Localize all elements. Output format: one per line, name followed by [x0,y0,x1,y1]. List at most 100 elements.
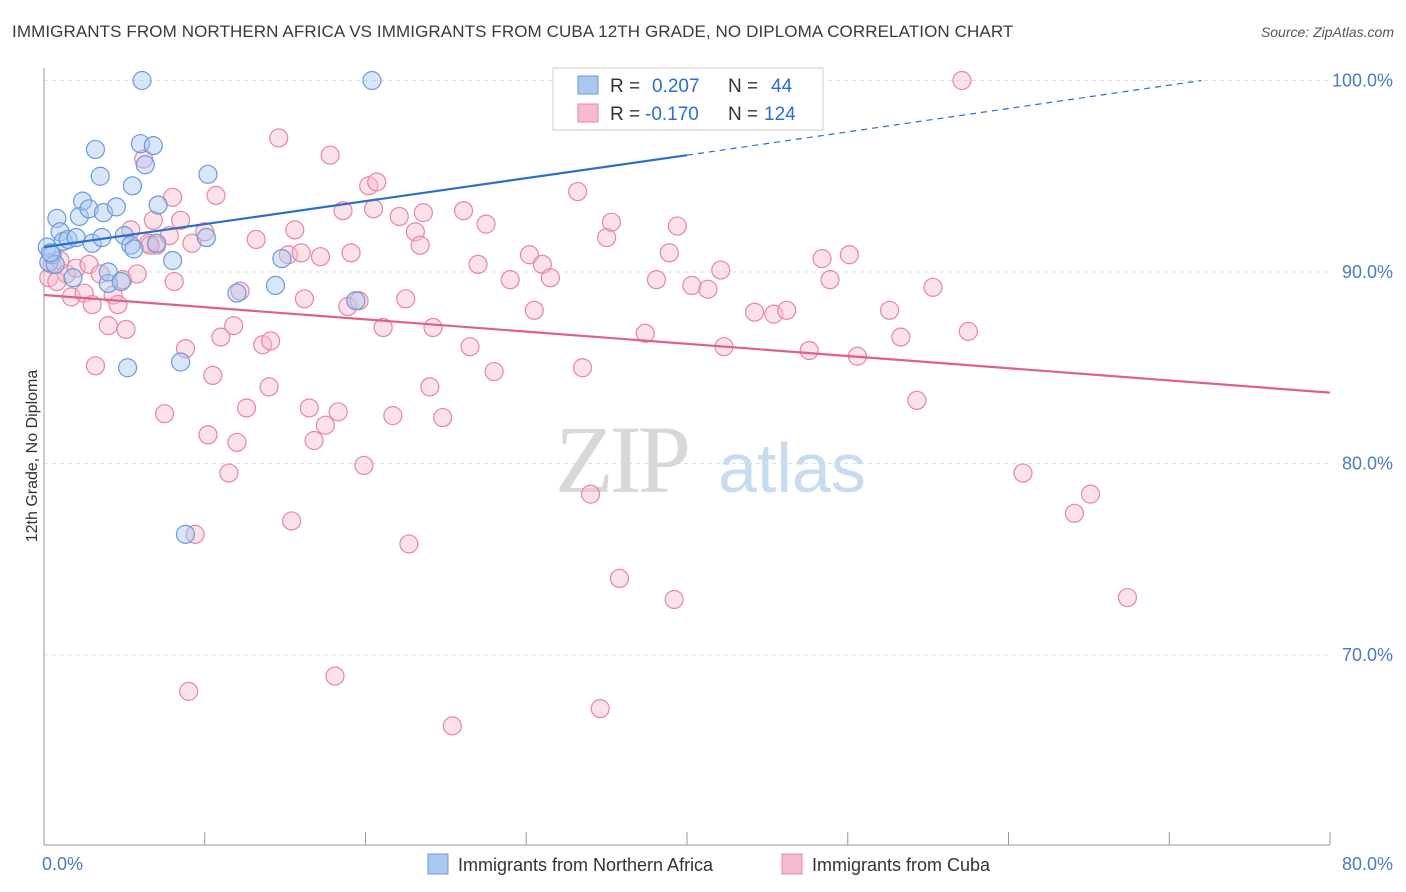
cuba-point-51 [299,398,319,418]
cuba-point-48 [285,220,305,240]
cuba-point-37 [224,316,244,336]
cuba-point-35 [211,327,231,347]
northern-africa-point-19 [98,262,118,282]
cuba-point-90 [580,484,601,504]
source-label: Source: ZipAtlas.com [1260,24,1394,40]
cuba-point-92 [597,227,617,248]
cuba-point-36 [219,463,239,483]
cuba-point-104 [744,302,765,322]
cuba-point-113 [891,327,911,347]
cuba-point-60 [341,243,361,263]
stats-n-label-2: N = [728,104,758,125]
cuba-point-118 [1013,463,1033,483]
stats-r-value-1: 0.207 [652,76,700,97]
cuba-point-38 [227,432,247,453]
cuba-point-119 [1064,503,1085,523]
cuba-point-68 [389,206,409,227]
chart-title: IMMIGRANTS FROM NORTHERN AFRICA VS IMMIG… [12,22,1014,41]
northern-africa-point-11 [72,191,93,211]
cuba-point-11 [98,316,118,336]
cuba-point-70 [399,534,419,554]
cuba-point-26 [171,210,191,230]
cuba-point-65 [367,172,387,192]
cuba-point-33 [203,365,223,386]
y-axis-title: 12th Grade, No Diploma [24,370,41,543]
cuba-point-81 [476,214,496,234]
cuba-point-101 [698,279,718,299]
cuba-point-54 [315,415,335,435]
cuba-point-52 [304,430,324,451]
cuba-point-74 [420,377,440,397]
cuba-point-47 [281,511,302,531]
watermark: ZIP atlas [555,406,866,513]
cuba-point-83 [500,270,520,290]
cuba-point-97 [659,243,679,263]
stats-n-label-1: N = [728,76,758,97]
cuba-point-96 [646,270,667,290]
northern-africa-point-30 [143,136,163,156]
cuba-point-67 [383,406,403,426]
northern-africa-point-8 [63,268,83,288]
northern-africa-point-28 [132,70,152,91]
axes [43,68,1331,846]
cuba-point-98 [664,589,684,610]
cuba-point-87 [540,268,560,288]
stats-r-label-1: R = [610,76,640,97]
northern-africa-point-31 [146,233,167,253]
cuba-point-9 [85,356,106,376]
northern-africa-point-15 [90,166,110,186]
cuba-point-34 [206,185,226,205]
stats-swatch-cuba [577,103,599,123]
cuba-point-110 [839,245,859,265]
cuba-point-76 [433,407,453,428]
northern-africa-point-25 [122,176,143,196]
cuba-point-62 [354,455,374,476]
cuba-point-121 [1117,587,1138,608]
northern-africa-point-33 [163,250,183,271]
cuba-point-73 [413,203,433,223]
cuba-point-114 [907,390,927,410]
cuba-point-39 [230,281,250,301]
legend: Immigrants from Northern Africa Immigran… [427,853,991,875]
watermark-atlas: atlas [718,429,866,507]
cuba-point-122 [47,271,67,292]
northern-africa-point-20 [106,197,126,217]
cuba-point-13 [108,294,128,315]
y-tick-labels: 100.0% 90.0% 80.0% 70.0% [1332,71,1393,666]
cuba-point-15 [116,319,136,340]
northern-africa-point-26 [124,239,144,259]
cuba-point-100 [682,275,702,296]
stats-box: R = 0.207 N = 44 R = -0.170 N = 124 [552,67,824,131]
cuba-trend-line [43,293,1331,394]
stats-r-value-2: -0.170 [645,104,699,125]
cuba-point-75 [423,317,443,338]
northern-africa-point-42 [362,70,382,91]
cuba-point-55 [320,145,340,165]
cuba-point-25 [164,271,184,292]
legend-label-cuba: Immigrants from Cuba [812,855,991,875]
northern-africa-point-10 [69,206,89,227]
northern-africa-point-34 [171,352,191,372]
cuba-point-69 [396,289,416,309]
cuba-point-99 [667,216,687,236]
cuba-point-41 [246,229,266,250]
y-tick-label-70: 70.0% [1342,645,1393,665]
northern-africa-trend-extension [686,79,1202,156]
northern-africa-point-14 [85,139,106,160]
northern-africa-point-23 [117,358,138,378]
northern-africa-point-41 [346,291,366,311]
legend-swatch-cuba [781,853,803,875]
legend-swatch-northern-africa [427,853,449,875]
cuba-point-88 [568,181,588,202]
cuba-point-85 [524,300,544,320]
cuba-point-109 [820,270,840,290]
cuba-point-66 [373,317,393,338]
cuba-point-44 [261,331,281,351]
cuba-point-120 [1080,484,1101,504]
cuba-point-17 [127,264,147,284]
cuba-point-30 [185,524,205,544]
northern-africa-point-39 [265,275,286,296]
cuba-point-20 [143,210,163,230]
northern-africa-point-35 [175,524,196,544]
